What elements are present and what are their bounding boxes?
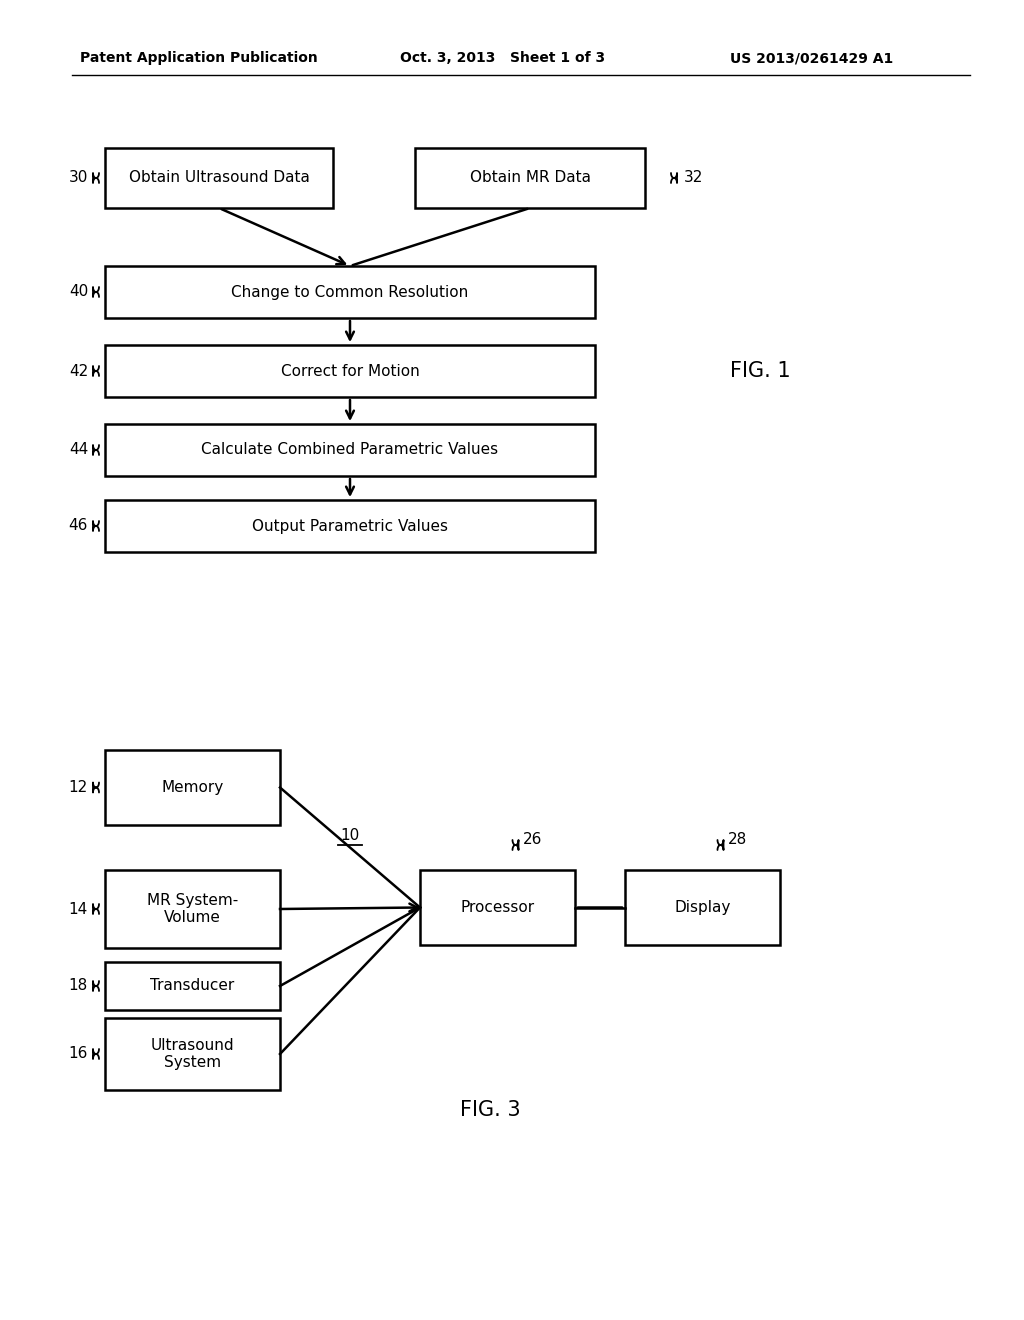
Bar	[625, 870, 780, 945]
Bar	[105, 267, 595, 318]
Bar	[105, 750, 280, 825]
Text: 28: 28	[727, 833, 746, 847]
Text: Correct for Motion: Correct for Motion	[281, 363, 420, 379]
Text: Memory: Memory	[162, 780, 223, 795]
Text: Display: Display	[675, 900, 731, 915]
Text: 30: 30	[69, 170, 88, 186]
Text: FIG. 1: FIG. 1	[730, 360, 791, 381]
Text: Change to Common Resolution: Change to Common Resolution	[231, 285, 469, 300]
Text: 18: 18	[69, 978, 88, 994]
Text: 26: 26	[522, 833, 542, 847]
Text: Ultrasound
System: Ultrasound System	[151, 1038, 234, 1071]
Text: Output Parametric Values: Output Parametric Values	[252, 519, 449, 533]
Text: 10: 10	[340, 828, 359, 842]
Text: 16: 16	[69, 1047, 88, 1061]
Bar	[105, 1018, 280, 1090]
Text: MR System-
Volume: MR System- Volume	[146, 892, 239, 925]
Bar	[105, 148, 333, 209]
Text: Oct. 3, 2013   Sheet 1 of 3: Oct. 3, 2013 Sheet 1 of 3	[400, 51, 605, 65]
Text: FIG. 3: FIG. 3	[460, 1100, 520, 1119]
Text: Patent Application Publication: Patent Application Publication	[80, 51, 317, 65]
Bar	[105, 500, 595, 552]
Text: 12: 12	[69, 780, 88, 795]
Text: 44: 44	[69, 442, 88, 458]
Text: 40: 40	[69, 285, 88, 300]
Text: 32: 32	[684, 170, 703, 186]
Text: 14: 14	[69, 902, 88, 916]
Bar	[105, 345, 595, 397]
Text: Processor: Processor	[461, 900, 535, 915]
Bar	[105, 870, 280, 948]
Bar	[105, 962, 280, 1010]
Text: Obtain Ultrasound Data: Obtain Ultrasound Data	[129, 170, 309, 186]
Bar	[105, 424, 595, 477]
Text: 46: 46	[69, 519, 88, 533]
Text: US 2013/0261429 A1: US 2013/0261429 A1	[730, 51, 893, 65]
Text: Transducer: Transducer	[151, 978, 234, 994]
Text: 42: 42	[69, 363, 88, 379]
Text: Calculate Combined Parametric Values: Calculate Combined Parametric Values	[202, 442, 499, 458]
Text: Obtain MR Data: Obtain MR Data	[469, 170, 591, 186]
Bar	[420, 870, 575, 945]
Bar	[415, 148, 645, 209]
